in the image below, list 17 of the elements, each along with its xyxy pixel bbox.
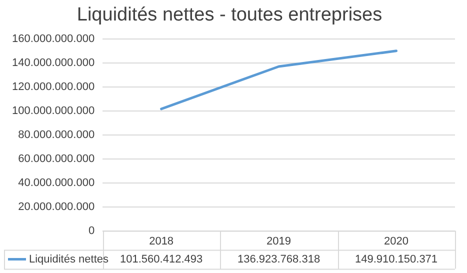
data-label: 149.910.150.371 [354, 253, 438, 266]
chart-title: Liquidités nettes - toutes entreprises [76, 4, 382, 26]
y-tick-label: 60.000.000.000 [18, 152, 95, 165]
y-tick-label: 100.000.000.000 [12, 104, 95, 117]
y-tick-label: 40.000.000.000 [18, 176, 95, 189]
y-tick-label: 0 [88, 224, 95, 237]
y-tick-label: 20.000.000.000 [18, 200, 95, 213]
legend-label: Liquidités nettes [29, 253, 109, 266]
data-label: 101.560.412.493 [120, 253, 203, 266]
x-tick-label: 2019 [266, 235, 292, 248]
data-label: 136.923.768.318 [237, 253, 320, 266]
x-tick-label: 2020 [384, 235, 409, 248]
y-tick-label: 120.000.000.000 [12, 80, 95, 93]
x-tick-label: 2018 [149, 235, 174, 248]
y-tick-label: 160.000.000.000 [12, 32, 95, 45]
y-tick-label: 80.000.000.000 [18, 128, 95, 141]
y-tick-label: 140.000.000.000 [12, 56, 95, 69]
